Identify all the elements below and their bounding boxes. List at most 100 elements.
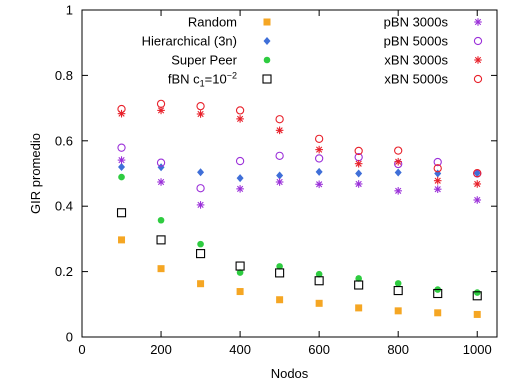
marker-shape (118, 173, 125, 181)
legend-item: pBN 5000s (384, 34, 483, 49)
marker-shape (354, 146, 363, 156)
data-point (473, 310, 481, 318)
x-tick-label: 1000 (463, 342, 492, 357)
legend-symbol (474, 18, 482, 26)
data-point (473, 196, 482, 204)
legend-label: pBN 3000s (384, 15, 449, 30)
marker-shape (433, 164, 442, 173)
legend-item: xBN 5000s (384, 72, 483, 87)
y-tick-label: 1 (66, 3, 73, 18)
marker-shape (433, 288, 443, 299)
marker-shape (314, 134, 324, 143)
data-point (196, 101, 205, 111)
data-point (157, 106, 165, 115)
marker-stroke (118, 156, 125, 164)
marker-shape (355, 169, 363, 178)
marker-shape (355, 304, 363, 312)
marker-shape (275, 151, 284, 160)
marker-shape (276, 171, 284, 180)
y-tick-label: 0.4 (55, 199, 73, 214)
legend-symbol (263, 56, 271, 64)
data-point (196, 201, 205, 209)
series-hierarchical-3n- (118, 162, 481, 183)
marker-shape (315, 299, 323, 307)
legend-symbol (473, 36, 483, 46)
x-tick-label: 0 (78, 342, 85, 357)
legend-symbol (263, 18, 271, 26)
data-point (156, 235, 166, 245)
x-tick-label: 200 (150, 342, 172, 357)
data-point (275, 178, 284, 186)
x-tick-label: 400 (229, 342, 251, 357)
data-point (315, 167, 323, 176)
data-point (394, 157, 402, 166)
legend-label: pBN 5000s (384, 34, 449, 49)
legend-label: xBN 3000s (384, 53, 448, 68)
marker-stroke (236, 115, 244, 123)
marker-shape (394, 146, 403, 155)
marker-shape (276, 296, 284, 304)
marker-shape (197, 280, 205, 288)
data-point (276, 263, 283, 270)
legend-symbol (474, 56, 482, 64)
series-random (118, 236, 481, 318)
marker-stroke (474, 196, 481, 204)
marker-shape (236, 288, 244, 296)
legend-label: Hierarchical (3n) (142, 34, 237, 49)
data-point (315, 270, 323, 278)
marker-shape (118, 236, 126, 244)
marker-shape (196, 184, 205, 193)
legend: Random Hierarchical (3n) Super Peer fBN c1=… (142, 15, 483, 89)
marker-shape (473, 169, 482, 178)
legend-label: fBN c1=10−2 (168, 71, 237, 89)
data-point (235, 156, 245, 166)
plot-frame (81, 9, 498, 338)
marker-stroke (197, 110, 204, 118)
data-point (116, 208, 127, 218)
marker-shape (473, 289, 481, 296)
legend-item: Hierarchical (3n) (142, 34, 271, 49)
marker-shape (393, 286, 403, 296)
legend-symbol (262, 74, 272, 84)
data-point (433, 288, 443, 299)
y-tick-label: 0.8 (55, 68, 73, 83)
data-point (197, 280, 205, 288)
marker-stroke (316, 146, 323, 153)
data-point (473, 180, 482, 188)
marker-stroke (395, 187, 402, 194)
marker-shape (314, 154, 324, 163)
data-point (117, 156, 126, 164)
legend-symbol (473, 74, 483, 84)
marker-stroke (474, 56, 482, 64)
axis-ticks (81, 9, 497, 338)
y-axis-label: GIR promedio (28, 133, 43, 214)
marker-shape (263, 37, 271, 45)
legend-item: fBN c1=10−2 (168, 71, 272, 89)
data-point (157, 163, 165, 172)
data-point (394, 187, 402, 195)
marker-stroke (355, 160, 362, 167)
data-point (157, 265, 165, 273)
marker-shape (473, 36, 483, 46)
marker-shape (473, 310, 481, 318)
series-pbn-3000s (117, 156, 482, 209)
legend-item: xBN 3000s (384, 53, 482, 68)
data-point (394, 168, 402, 177)
data-point (315, 299, 323, 307)
marker-shape (315, 270, 323, 278)
marker-shape (275, 268, 285, 278)
data-point (196, 249, 206, 259)
marker-stroke (355, 180, 362, 188)
marker-shape (196, 101, 205, 111)
marker-stroke (197, 201, 204, 209)
data-point (473, 289, 481, 296)
data-point (472, 291, 482, 301)
marker-shape (473, 169, 481, 178)
marker-stroke (276, 127, 283, 134)
marker-shape (156, 158, 166, 167)
marker-stroke (395, 158, 402, 165)
marker-shape (157, 163, 165, 172)
data-point (117, 104, 126, 114)
data-point (354, 180, 363, 188)
data-point (197, 240, 204, 248)
